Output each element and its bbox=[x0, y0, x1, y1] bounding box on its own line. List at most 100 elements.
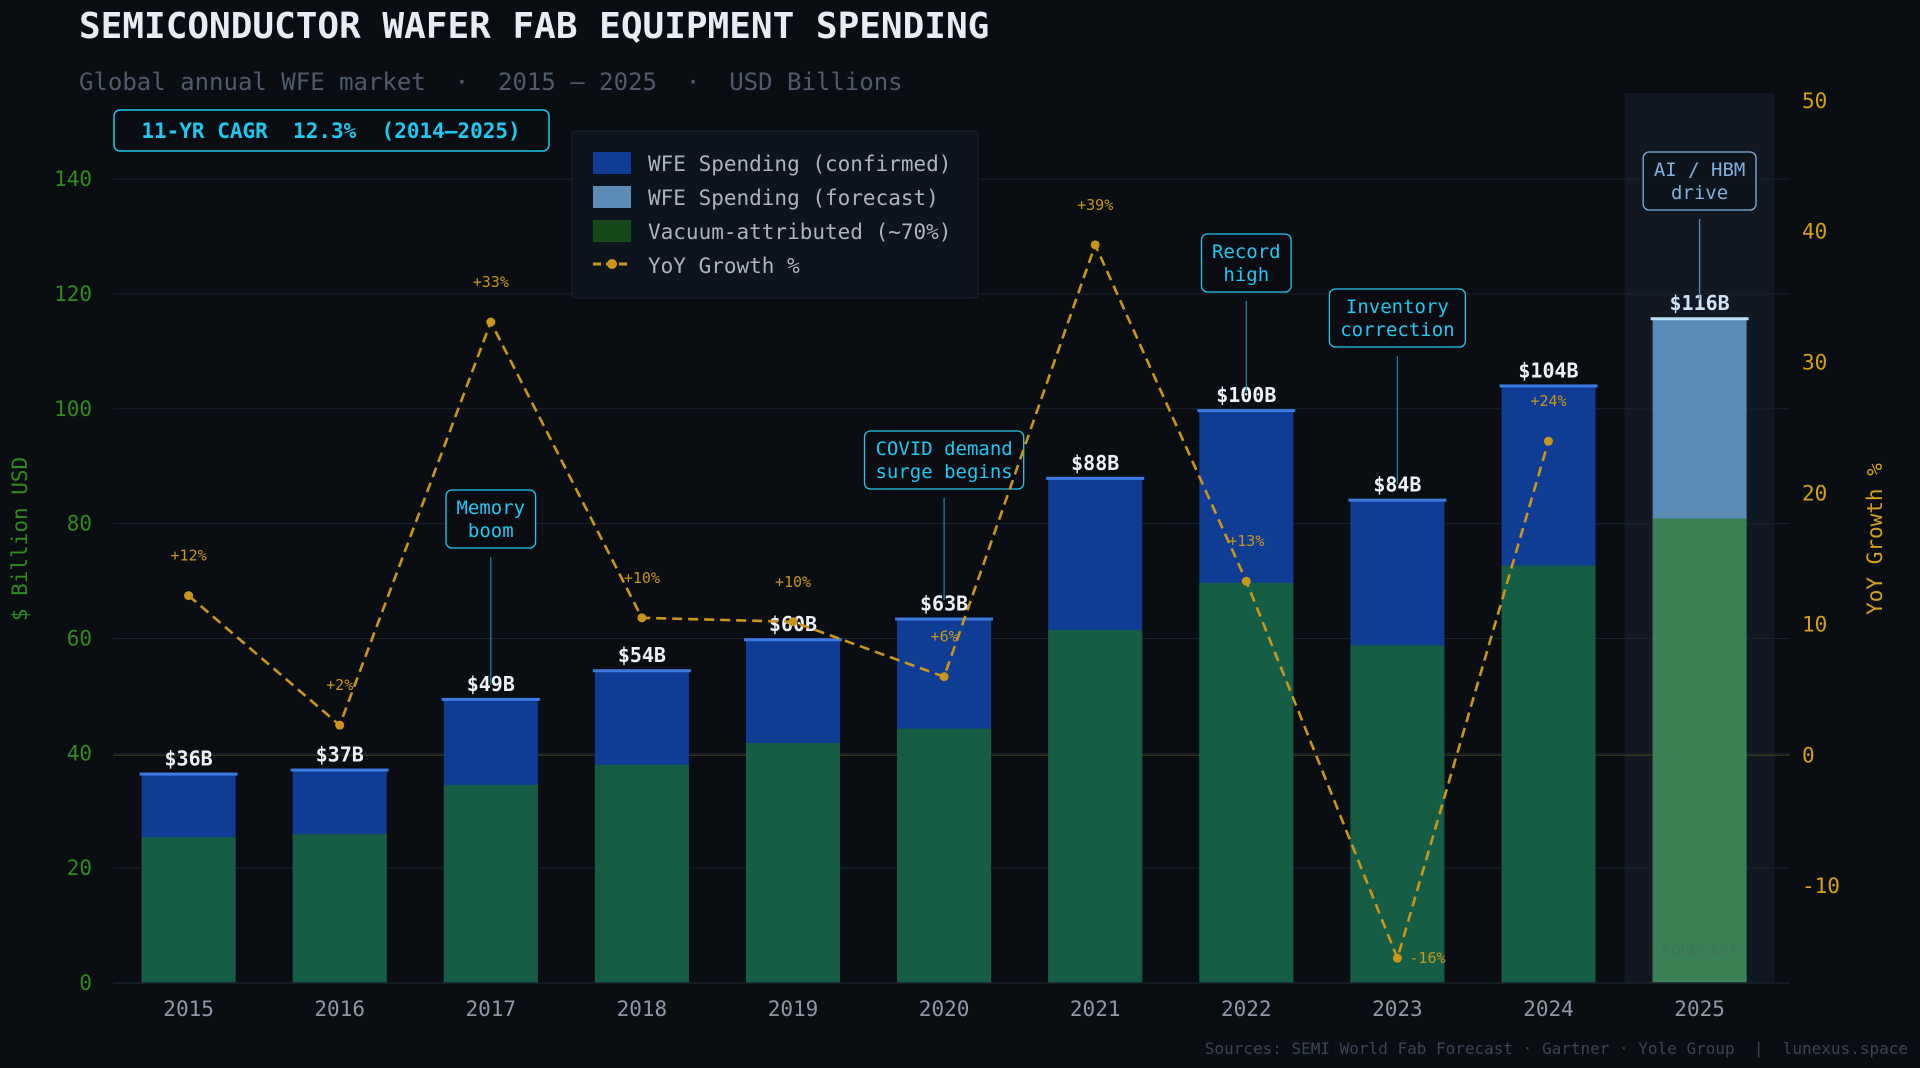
legend-swatch-confirmed bbox=[593, 152, 631, 174]
x-tick-label: 2016 bbox=[314, 997, 365, 1021]
forecast-watermark: FORECAST bbox=[1661, 941, 1738, 960]
bar-vacuum bbox=[1652, 518, 1747, 983]
y2-tick-label: 40 bbox=[1802, 220, 1827, 244]
bar-vacuum bbox=[1048, 629, 1143, 983]
x-tick-label: 2020 bbox=[919, 997, 970, 1021]
yoy-series-line bbox=[187, 241, 1550, 963]
x-tick-label: 2022 bbox=[1221, 997, 1272, 1021]
bar-cap bbox=[1197, 409, 1296, 413]
yoy-label: +10% bbox=[624, 569, 660, 587]
annotation-text: AI / HBM bbox=[1654, 159, 1746, 181]
cagr-badge bbox=[113, 109, 550, 152]
annotation-text: boom bbox=[468, 520, 514, 542]
legend: WFE Spending (confirmed) WFE Spending (f… bbox=[571, 130, 979, 299]
yoy-point bbox=[1392, 953, 1402, 963]
bar-cap bbox=[744, 638, 842, 642]
bar-cap bbox=[1499, 384, 1598, 388]
bar-cap bbox=[139, 772, 238, 776]
y-axis-title: $ Billion USD bbox=[8, 457, 32, 621]
yoy-label: +33% bbox=[473, 273, 509, 291]
legend-swatch-vacuum bbox=[593, 220, 631, 242]
bar-value-label: $36B bbox=[165, 747, 213, 771]
x-tick-label: 2025 bbox=[1674, 997, 1725, 1021]
x-tick-label: 2021 bbox=[1070, 997, 1121, 1021]
annotation-text: surge begins bbox=[875, 461, 1012, 483]
annotation-box bbox=[1642, 151, 1757, 211]
annotation-text: Memory bbox=[456, 497, 525, 519]
annotation-text: Inventory bbox=[1346, 296, 1449, 318]
x-tick-label: 2023 bbox=[1372, 997, 1423, 1021]
x-tick-label: 2017 bbox=[466, 997, 517, 1021]
y-tick-label: 0 bbox=[79, 971, 92, 995]
bar-cap bbox=[290, 768, 389, 772]
yoy-point bbox=[788, 617, 798, 627]
chart-subtitle: Global annual WFE market · 2015 – 2025 ·… bbox=[79, 68, 903, 96]
bar-value-label: $54B bbox=[618, 643, 666, 667]
annotation-box bbox=[445, 489, 537, 549]
bar-cap bbox=[592, 669, 691, 673]
yoy-point bbox=[486, 317, 496, 327]
legend-box bbox=[571, 130, 979, 299]
yoy-label: +13% bbox=[1228, 532, 1264, 550]
yoy-point bbox=[1544, 436, 1553, 446]
legend-label-yoy: YoY Growth % bbox=[648, 254, 800, 278]
y-tick-label: 100 bbox=[54, 397, 92, 421]
yoy-label: -16% bbox=[1409, 949, 1445, 967]
bar-cap bbox=[895, 617, 994, 621]
bar-value-label: $88B bbox=[1071, 451, 1119, 475]
annotation-text: correction bbox=[1340, 319, 1454, 341]
annotation-text: high bbox=[1223, 264, 1269, 286]
yoy-point bbox=[1241, 576, 1251, 586]
x-tick-label: 2019 bbox=[768, 997, 819, 1021]
chart-title: SEMICONDUCTOR WAFER FAB EQUIPMENT SPENDI… bbox=[79, 6, 989, 47]
annotation-text: Record bbox=[1212, 241, 1281, 263]
bar-vacuum bbox=[1501, 565, 1596, 983]
bar-vacuum bbox=[746, 742, 840, 983]
bar-vacuum bbox=[897, 728, 992, 983]
bar-vacuum bbox=[443, 784, 538, 983]
yoy-point bbox=[1090, 240, 1100, 250]
bar-vacuum bbox=[1350, 645, 1445, 983]
bars: $36B$37B$49B$54B$60B$63B$88B$100B$84B$10… bbox=[139, 291, 1749, 983]
x-tick-label: 2015 bbox=[163, 997, 214, 1021]
bar-vacuum bbox=[594, 764, 689, 983]
yoy-point bbox=[184, 591, 194, 601]
legend-label-vacuum: Vacuum-attributed (~70%) bbox=[648, 220, 951, 244]
bar-cap bbox=[441, 697, 540, 701]
y-tick-label: 20 bbox=[67, 856, 92, 880]
y2-tick-label: 50 bbox=[1802, 89, 1827, 113]
y2-tick-label: 0 bbox=[1802, 743, 1815, 767]
x-tick-label: 2024 bbox=[1523, 997, 1574, 1021]
bar-cap bbox=[1348, 498, 1447, 502]
annotation-text: COVID demand bbox=[875, 438, 1012, 460]
legend-marker-yoy bbox=[607, 259, 617, 269]
annotation-text: drive bbox=[1671, 182, 1728, 204]
bar-vacuum bbox=[141, 837, 236, 983]
y-tick-label: 40 bbox=[67, 741, 92, 765]
y2-axis-title: YoY Growth % bbox=[1863, 463, 1887, 615]
yoy-label: +2% bbox=[326, 676, 353, 694]
yoy-point bbox=[939, 672, 949, 682]
legend-swatch-forecast bbox=[593, 186, 631, 208]
bar-vacuum bbox=[1199, 582, 1294, 983]
yoy-label: +39% bbox=[1077, 196, 1113, 214]
bar-cap bbox=[1650, 317, 1749, 321]
yoy-point bbox=[637, 613, 647, 623]
legend-label-forecast: WFE Spending (forecast) bbox=[648, 186, 939, 210]
y2-tick-label: 10 bbox=[1802, 612, 1827, 636]
cagr-text: 11-YR CAGR 12.3% (2014–2025) bbox=[141, 119, 520, 143]
yoy-label: +12% bbox=[171, 547, 207, 565]
legend-label-confirmed: WFE Spending (confirmed) bbox=[648, 152, 951, 176]
yoy-label: +10% bbox=[775, 573, 811, 591]
y2-tick-label: -10 bbox=[1802, 874, 1840, 898]
bar-vacuum bbox=[292, 834, 387, 983]
bar-cap bbox=[1046, 476, 1145, 480]
axes: 0 20 40 60 80 100 120 140 -10 0 10 20 30 40 50 2015 2016… bbox=[54, 89, 1840, 1021]
annotation-box bbox=[1328, 288, 1467, 348]
annotation-box bbox=[863, 430, 1025, 490]
bar-value-label: $104B bbox=[1518, 358, 1578, 382]
y2-tick-label: 30 bbox=[1802, 351, 1827, 375]
y-tick-label: 120 bbox=[54, 282, 92, 306]
